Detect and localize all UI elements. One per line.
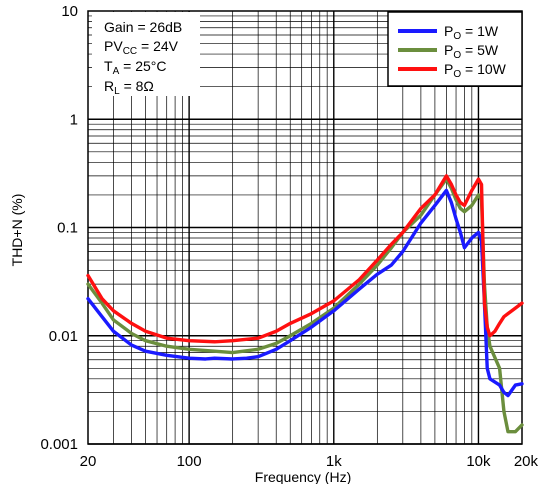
y-tick-labels: 10 1 0.1 0.01 0.001	[40, 3, 78, 453]
legend-label-1w: PO = 1W	[444, 23, 499, 42]
test-conditions-box: Gain = 26dB PVCC = 24V TA = 25°C RL = 8Ω	[92, 12, 200, 97]
y-tick-label: 1	[70, 111, 78, 128]
legend: PO = 1W PO = 5W PO = 10W	[387, 11, 523, 87]
series-layer	[86, 174, 524, 434]
x-axis-title: Frequency (Hz)	[255, 469, 351, 484]
test-conditions-background	[92, 12, 200, 96]
y-axis-title: THD+N (%)	[9, 194, 25, 267]
x-tick-label: 100	[177, 453, 202, 470]
y-tick-label: 10	[61, 3, 78, 20]
y-tick-label: 0.01	[49, 328, 78, 345]
series-line-10w	[86, 174, 524, 344]
x-tick-label: 1k	[326, 453, 342, 470]
series-line-1w	[86, 188, 524, 398]
rl-condition: RL = 8Ω	[104, 78, 154, 97]
plot-area-frame	[87, 10, 523, 445]
x-tick-label: 10k	[466, 453, 491, 470]
ta-condition: TA = 25°C	[104, 58, 166, 77]
y-tick-label: 0.001	[40, 436, 78, 453]
legend-label-10w: PO = 10W	[444, 61, 507, 80]
x-tick-labels: 20 100 1k 10k 20k	[80, 453, 539, 470]
x-tick-label: 20k	[514, 453, 539, 470]
legend-label-5w: PO = 5W	[444, 42, 499, 61]
gain-condition: Gain = 26dB	[104, 19, 182, 35]
x-tick-label: 20	[80, 453, 97, 470]
y-tick-label: 0.1	[57, 220, 78, 237]
pvcc-condition: PVCC = 24V	[104, 38, 179, 57]
